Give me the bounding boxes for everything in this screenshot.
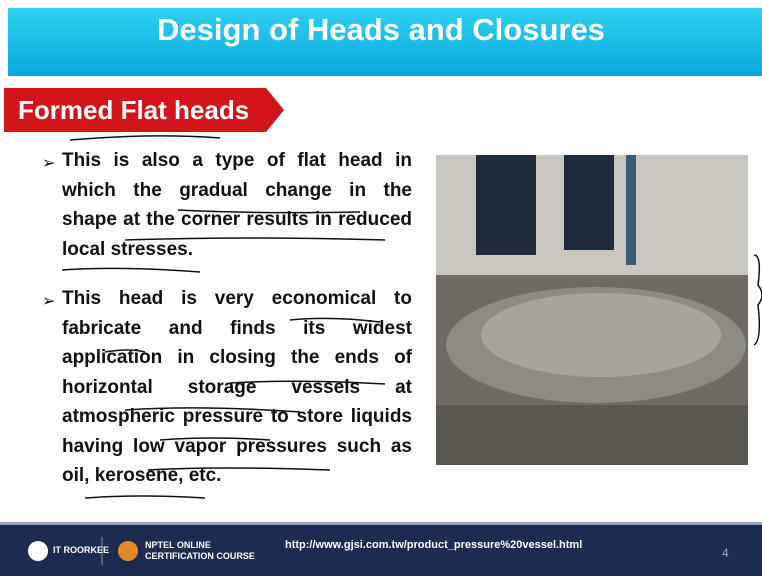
bullet-line: shape at the corner results in reduced: [62, 209, 412, 231]
bullet-line: This is also a type of flat head in: [62, 150, 412, 172]
bullet-line: local stresses.: [62, 239, 412, 261]
slide: Design of Heads and Closures Formed Flat…: [0, 0, 762, 576]
page-number: 4: [722, 546, 729, 560]
source-url: http://www.gjsi.com.tw/product_pressure%…: [285, 539, 582, 551]
bullet-marker: ➢: [42, 291, 55, 311]
bullet-line: having low vapor pressures such as: [62, 436, 412, 458]
bullet-line: atmospheric pressure to store liquids: [62, 406, 412, 428]
photo: [436, 155, 762, 467]
bullet-line: This head is very economical to: [62, 288, 412, 310]
course-line: NPTEL ONLINE: [145, 540, 211, 550]
course-line: CERTIFICATION COURSE: [145, 551, 255, 561]
bullet-line: horizontal storage vessels at: [62, 377, 412, 399]
bullet-line: which the gradual change in the: [62, 180, 412, 202]
bullet-line: oil, kerosene, etc.: [62, 465, 412, 487]
bullet-line: application in closing the ends of: [62, 347, 412, 369]
bullet-line: fabricate and finds its widest: [62, 318, 412, 340]
bullet-marker: ➢: [42, 153, 55, 173]
institute: IT ROORKEE: [53, 545, 109, 555]
